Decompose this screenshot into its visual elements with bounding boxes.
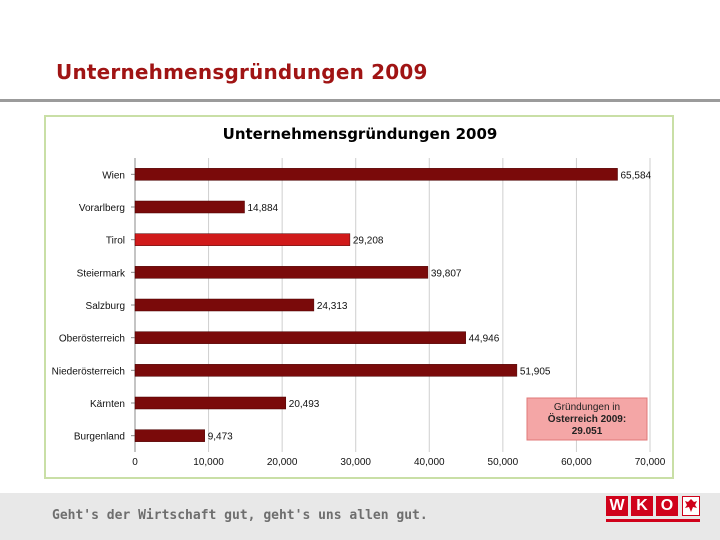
x-tick-label-6: 60,000: [561, 457, 592, 468]
x-tick-label-4: 40,000: [414, 457, 445, 468]
data-label-3: 39,807: [431, 268, 462, 279]
eagle-crest-icon: [682, 496, 700, 516]
data-label-0: 65,584: [621, 170, 652, 181]
category-label-6: Niederösterreich: [52, 366, 125, 377]
category-label-4: Salzburg: [86, 301, 125, 312]
annotation-line-2: 29.051: [572, 426, 603, 437]
category-label-3: Steiermark: [77, 268, 126, 279]
category-label-8: Burgenland: [74, 432, 125, 443]
wko-logo-letter-w: W: [606, 496, 628, 516]
title-divider: [0, 99, 720, 102]
data-label-5: 44,946: [469, 334, 500, 345]
data-label-1: 14,884: [248, 203, 279, 214]
chart-title: Unternehmensgründungen 2009: [223, 125, 498, 143]
wko-logo: W K O: [606, 496, 702, 526]
bar-4: [134, 298, 315, 312]
category-label-2: Tirol: [106, 236, 125, 247]
x-tick-label-7: 70,000: [635, 457, 666, 468]
wko-logo-letter-o: O: [656, 496, 678, 516]
bar-0: [134, 168, 618, 181]
annotation-box: [526, 397, 648, 441]
bar-3: [134, 266, 429, 279]
data-label-8: 9,473: [208, 432, 233, 443]
bar-7: [134, 396, 287, 410]
bar-1: [134, 200, 245, 214]
x-tick-label-1: 10,000: [193, 457, 224, 468]
category-label-1: Vorarlberg: [79, 203, 125, 214]
category-label-7: Kärnten: [90, 399, 125, 410]
x-tick-label-2: 20,000: [267, 457, 298, 468]
data-label-4: 24,313: [317, 301, 348, 312]
annotation-line-0: Gründungen in: [554, 402, 620, 413]
data-label-6: 51,905: [520, 366, 551, 377]
data-label-2: 29,208: [353, 236, 384, 247]
x-tick-label-5: 50,000: [488, 457, 519, 468]
slide-title: Unternehmensgründungen 2009: [56, 60, 428, 84]
bar-5: [134, 331, 466, 344]
slogan: Geht's der Wirtschaft gut, geht's uns al…: [52, 508, 428, 523]
x-tick-label-0: 0: [132, 457, 138, 468]
bar-8: [134, 429, 205, 442]
bar-6: [134, 364, 518, 377]
wko-logo-strip: [606, 519, 700, 522]
bar-2: [134, 233, 351, 246]
wko-logo-letter-k: K: [631, 496, 653, 516]
x-tick-label-3: 30,000: [340, 457, 371, 468]
data-label-7: 20,493: [289, 399, 320, 410]
footer-band: [0, 493, 720, 540]
annotation-line-1: Österreich 2009:: [548, 412, 626, 425]
category-label-5: Oberösterreich: [59, 334, 125, 345]
category-label-0: Wien: [102, 170, 125, 181]
